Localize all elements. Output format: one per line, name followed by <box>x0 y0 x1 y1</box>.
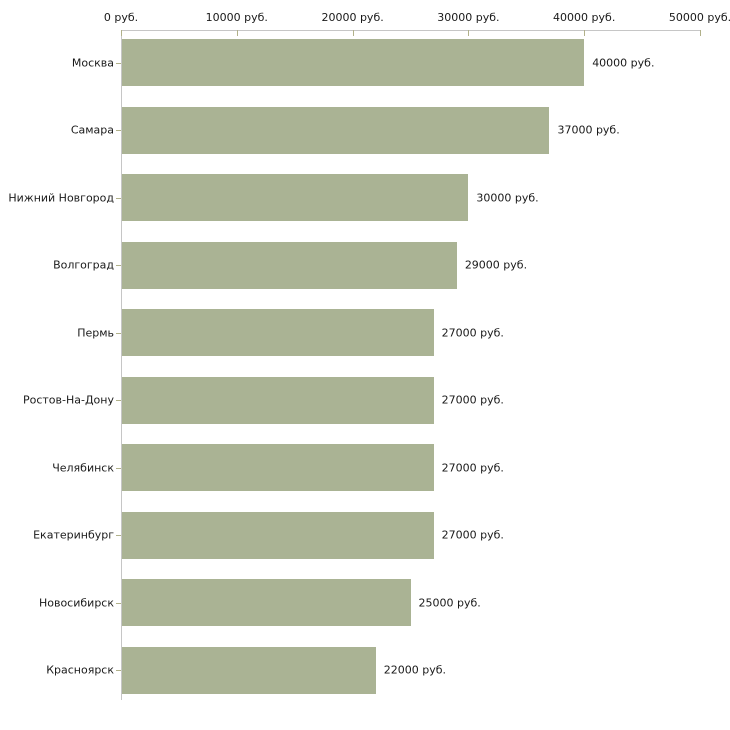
x-axis-tick-mark <box>121 30 122 36</box>
y-axis-tick-mark <box>116 63 121 64</box>
bar-3 <box>122 241 457 289</box>
category-label: Волгоград <box>53 258 114 272</box>
x-axis-tick-label: 0 руб. <box>103 11 139 24</box>
bar-value-label: 27000 руб. <box>441 528 504 542</box>
bar-value-label: 27000 руб. <box>441 461 504 474</box>
y-axis-tick-mark <box>116 400 121 401</box>
x-axis-tick-label: 40000 руб. <box>553 11 616 24</box>
y-axis-tick-mark <box>116 468 121 469</box>
x-axis-tick-mark <box>236 30 238 36</box>
bar-1 <box>122 106 550 154</box>
bar-8 <box>122 579 411 626</box>
category-label: Пермь <box>77 326 114 339</box>
x-axis-tick-mark <box>468 30 470 36</box>
bar-value-label: 22000 руб. <box>383 663 447 677</box>
x-axis-line <box>121 30 701 31</box>
x-axis-tick-mark <box>352 30 354 36</box>
bar-value-label: 27000 руб. <box>441 326 504 339</box>
bar-5 <box>122 376 434 424</box>
category-label: Самара <box>70 123 114 137</box>
category-label: Нижний Новгород <box>8 191 114 204</box>
x-axis-tick-mark <box>584 30 586 36</box>
category-label: Красноярск <box>46 663 114 677</box>
bar-9 <box>122 646 376 694</box>
bar-4 <box>122 309 434 356</box>
x-axis-tick-label: 10000 руб. <box>205 11 268 24</box>
y-axis-tick-mark <box>116 130 121 131</box>
bar-value-label: 27000 руб. <box>441 393 504 407</box>
y-axis-tick-mark <box>116 198 121 199</box>
y-axis-tick-mark <box>116 670 121 671</box>
bar-0 <box>122 39 585 86</box>
x-axis-tick-label: 50000 руб. <box>668 11 730 24</box>
bar-value-label: 40000 руб. <box>592 56 655 69</box>
bar-6 <box>122 444 434 491</box>
y-axis-tick-mark <box>116 535 121 536</box>
category-label: Ростов-На-Дону <box>22 393 114 407</box>
y-axis-tick-mark <box>116 333 121 334</box>
bar-value-label: 37000 руб. <box>557 123 620 137</box>
y-axis-tick-mark <box>116 603 121 604</box>
category-label: Новосибирск <box>38 596 114 609</box>
bar-value-label: 29000 руб. <box>464 258 528 272</box>
x-axis-tick-label: 20000 руб. <box>321 11 384 24</box>
bar-7 <box>122 511 434 559</box>
category-label: Москва <box>71 56 114 69</box>
bar-value-label: 25000 руб. <box>418 596 481 609</box>
category-label: Екатеринбург <box>33 528 114 542</box>
x-axis-tick-mark <box>700 30 701 36</box>
x-axis-tick-label: 30000 руб. <box>437 11 500 24</box>
category-label: Челябинск <box>52 461 114 474</box>
y-axis-line <box>121 30 122 700</box>
bar-value-label: 30000 руб. <box>476 191 539 204</box>
y-axis-tick-mark <box>116 265 121 266</box>
bar-2 <box>122 174 469 221</box>
